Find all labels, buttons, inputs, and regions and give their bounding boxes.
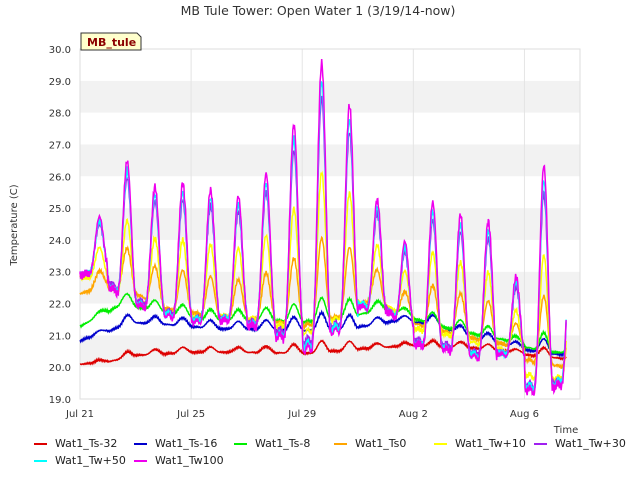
legend-label: Wat1_Tw+50 <box>55 454 126 467</box>
y-tick-label: 28.0 <box>49 109 71 120</box>
legend-swatch <box>134 460 147 462</box>
y-tick-label: 20.0 <box>49 363 71 374</box>
legend-label: Wat1_Ts-16 <box>155 437 218 450</box>
grid-band <box>80 80 580 113</box>
series-line-wat1-ts-8 <box>79 292 567 355</box>
legend-swatch <box>34 443 47 445</box>
legend-swatch <box>234 443 247 445</box>
legend-swatch <box>434 443 447 445</box>
plot-frame <box>79 48 581 400</box>
x-tick-label: Jul 29 <box>287 409 316 420</box>
x-tick-label: Jul 21 <box>65 409 94 420</box>
x-tick-label: Jul 25 <box>176 409 205 420</box>
y-tick-label: 22.0 <box>49 300 71 311</box>
y-tick-label: 19.0 <box>49 395 71 406</box>
legend-label: Wat1_Ts0 <box>355 437 407 450</box>
y-tick-label: 29.0 <box>49 77 71 88</box>
y-tick-label: 30.0 <box>49 45 71 56</box>
legend-label: Wat1_Ts-32 <box>55 437 118 450</box>
grid-band <box>80 271 580 304</box>
grid-band <box>80 239 580 272</box>
y-tick-label: 27.0 <box>49 140 71 151</box>
y-tick-label: 26.0 <box>49 172 71 183</box>
series-line-wat1-ts0 <box>79 235 567 370</box>
x-axis-label: Time <box>553 425 578 436</box>
legend-label: Wat1_Tw+30 <box>555 437 626 450</box>
grid-band <box>80 367 580 399</box>
y-axis-label: Temperature (C) <box>9 184 20 266</box>
grid-band <box>80 176 580 209</box>
grid-band <box>80 112 580 145</box>
series-line-wat1-ts-32 <box>79 337 567 366</box>
legend-swatch <box>534 443 547 445</box>
grid-band <box>80 208 580 240</box>
series-line-wat1-tw100 <box>79 58 567 396</box>
legend-swatch <box>334 443 347 445</box>
legend-swatch <box>34 460 47 462</box>
legend-swatch <box>134 443 147 445</box>
site-tag: MB_tule <box>80 32 142 51</box>
x-tick-label: Aug 6 <box>510 409 539 420</box>
legend-label: Wat1_Ts-8 <box>255 437 311 450</box>
y-tick-label: 25.0 <box>49 204 71 215</box>
y-tick-label: 21.0 <box>49 331 71 342</box>
site-tag-label: MB_tule <box>87 36 136 49</box>
legend-label: Wat1_Tw100 <box>155 454 224 467</box>
chart-title: MB Tule Tower: Open Water 1 (3/19/14-now… <box>181 3 456 18</box>
legend-label: Wat1_Tw+10 <box>455 437 526 450</box>
grid-band <box>80 49 580 81</box>
series-line-wat1-ts-16 <box>79 309 567 358</box>
x-tick-label: Aug 2 <box>399 409 428 420</box>
grid-band <box>80 144 580 177</box>
y-tick-label: 23.0 <box>49 268 71 279</box>
y-tick-label: 24.0 <box>49 236 71 247</box>
